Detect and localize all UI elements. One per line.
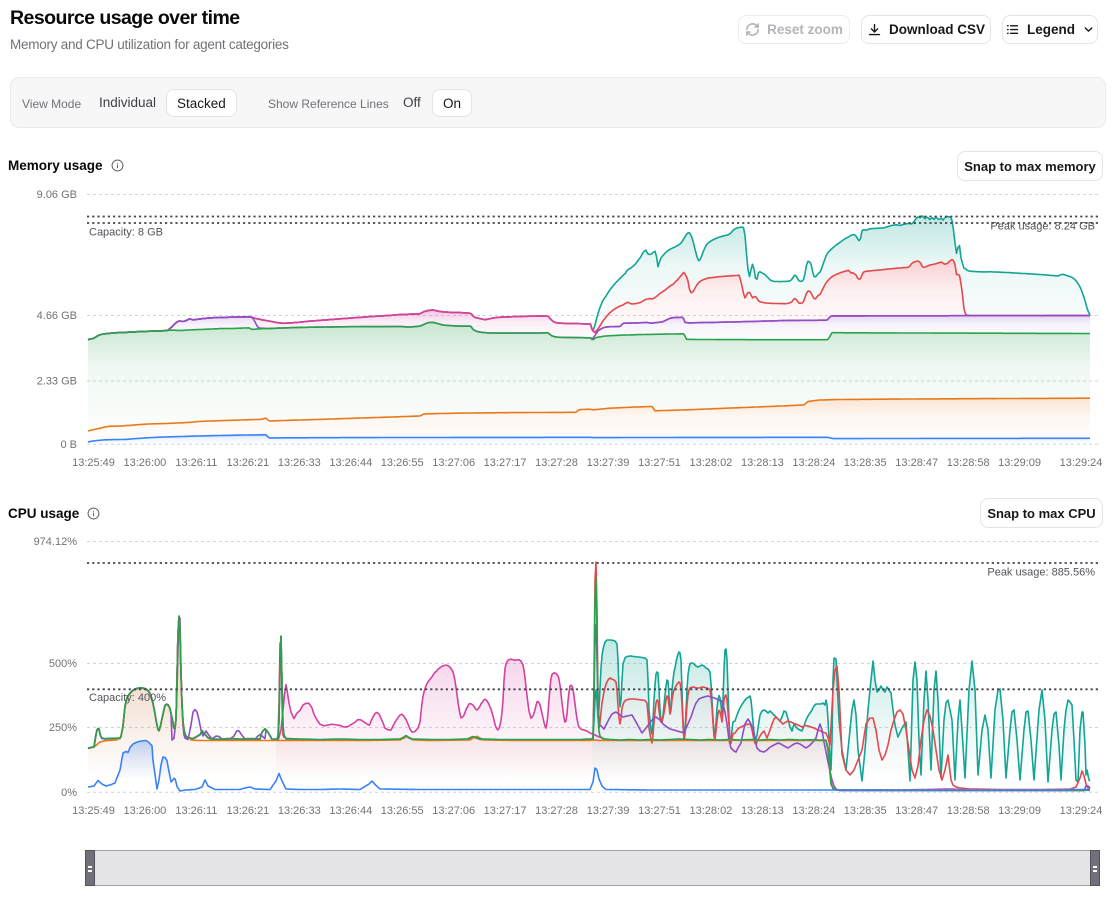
svg-text:13:27:17: 13:27:17 bbox=[484, 805, 527, 817]
svg-text:13:27:39: 13:27:39 bbox=[587, 805, 630, 817]
svg-text:13:28:47: 13:28:47 bbox=[895, 805, 938, 817]
svg-text:13:28:35: 13:28:35 bbox=[844, 457, 887, 469]
svg-text:13:25:49: 13:25:49 bbox=[72, 457, 115, 469]
svg-text:Capacity: 8 GB: Capacity: 8 GB bbox=[89, 227, 163, 239]
svg-text:13:27:28: 13:27:28 bbox=[535, 457, 578, 469]
svg-text:13:26:21: 13:26:21 bbox=[226, 805, 269, 817]
svg-text:0%: 0% bbox=[61, 787, 77, 799]
svg-text:13:26:11: 13:26:11 bbox=[175, 805, 217, 817]
svg-text:2.33 GB: 2.33 GB bbox=[37, 376, 77, 388]
svg-text:13:27:06: 13:27:06 bbox=[432, 457, 475, 469]
svg-text:Capacity: 400%: Capacity: 400% bbox=[89, 692, 166, 704]
svg-text:13:26:33: 13:26:33 bbox=[278, 457, 321, 469]
svg-text:13:29:09: 13:29:09 bbox=[998, 457, 1041, 469]
svg-text:13:28:02: 13:28:02 bbox=[689, 805, 732, 817]
svg-text:13:25:49: 13:25:49 bbox=[72, 805, 115, 817]
svg-text:0 B: 0 B bbox=[60, 439, 77, 451]
svg-text:13:28:58: 13:28:58 bbox=[947, 805, 990, 817]
svg-text:13:28:58: 13:28:58 bbox=[947, 457, 990, 469]
svg-text:13:26:44: 13:26:44 bbox=[329, 805, 372, 817]
svg-text:13:28:24: 13:28:24 bbox=[792, 457, 835, 469]
svg-text:13:27:17: 13:27:17 bbox=[484, 457, 527, 469]
svg-text:13:26:11: 13:26:11 bbox=[175, 457, 217, 469]
svg-text:Peak usage: 885.56%: Peak usage: 885.56% bbox=[987, 567, 1095, 579]
svg-text:13:28:47: 13:28:47 bbox=[895, 457, 938, 469]
svg-text:13:26:55: 13:26:55 bbox=[381, 457, 424, 469]
svg-text:13:26:55: 13:26:55 bbox=[381, 805, 424, 817]
svg-text:13:29:09: 13:29:09 bbox=[998, 805, 1041, 817]
svg-text:4.66 GB: 4.66 GB bbox=[37, 310, 77, 322]
svg-text:13:27:39: 13:27:39 bbox=[587, 457, 630, 469]
svg-text:974.12%: 974.12% bbox=[34, 536, 78, 548]
svg-text:13:27:06: 13:27:06 bbox=[432, 805, 475, 817]
svg-text:13:27:51: 13:27:51 bbox=[638, 457, 681, 469]
svg-text:13:26:44: 13:26:44 bbox=[329, 457, 372, 469]
svg-text:13:26:33: 13:26:33 bbox=[278, 805, 321, 817]
svg-text:13:28:24: 13:28:24 bbox=[792, 805, 835, 817]
svg-text:13:27:28: 13:27:28 bbox=[535, 805, 578, 817]
svg-text:13:27:51: 13:27:51 bbox=[638, 805, 681, 817]
svg-text:250%: 250% bbox=[49, 722, 77, 734]
svg-text:500%: 500% bbox=[49, 658, 77, 670]
svg-text:13:28:35: 13:28:35 bbox=[844, 805, 887, 817]
svg-text:13:28:13: 13:28:13 bbox=[741, 457, 784, 469]
svg-text:13:26:21: 13:26:21 bbox=[226, 457, 269, 469]
svg-text:9.06 GB: 9.06 GB bbox=[37, 189, 77, 201]
svg-text:13:26:00: 13:26:00 bbox=[123, 457, 166, 469]
svg-text:13:28:13: 13:28:13 bbox=[741, 805, 784, 817]
svg-text:13:26:00: 13:26:00 bbox=[123, 805, 166, 817]
svg-text:Peak usage: 8.24 GB: Peak usage: 8.24 GB bbox=[990, 221, 1095, 233]
svg-text:13:28:02: 13:28:02 bbox=[689, 457, 732, 469]
svg-text:13:29:24: 13:29:24 bbox=[1060, 805, 1103, 817]
svg-text:13:29:24: 13:29:24 bbox=[1060, 457, 1103, 469]
